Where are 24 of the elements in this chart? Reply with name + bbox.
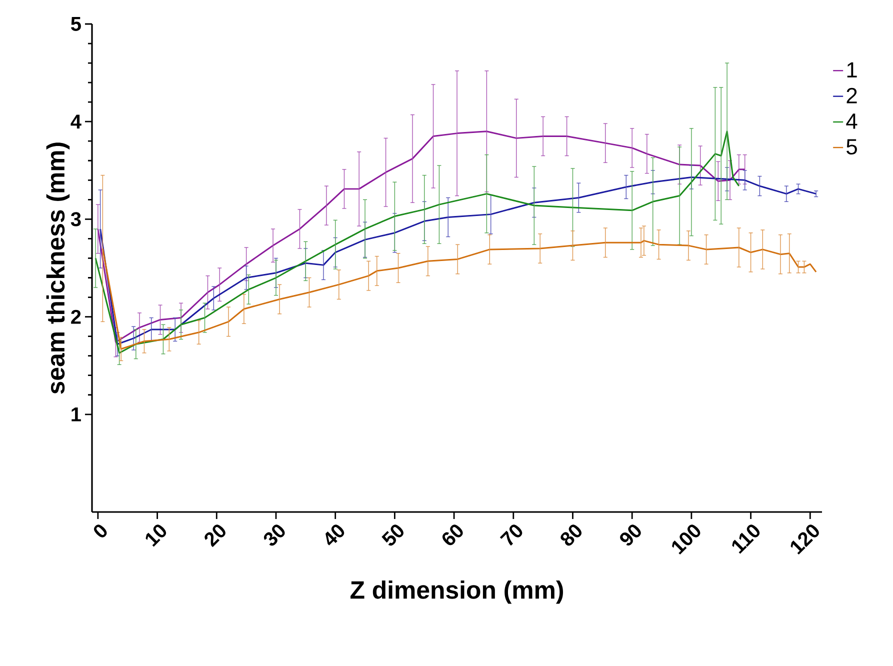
y-tick-label: 1 xyxy=(72,408,81,422)
x-tick-label: 50 xyxy=(382,524,404,546)
legend-label: 1 xyxy=(847,62,857,78)
legend-label: 5 xyxy=(846,139,857,155)
x-tick-label: 20 xyxy=(204,524,226,548)
x-tick-label: 100 xyxy=(672,524,700,555)
legend-label: 4 xyxy=(846,114,858,129)
x-tick-label: 30 xyxy=(264,524,285,546)
x-tick-label: 120 xyxy=(790,524,819,555)
x-tick-label: 0 xyxy=(94,524,107,538)
x-tick-label: 80 xyxy=(560,524,582,546)
y-axis-title: seam thickness (mm) xyxy=(46,142,70,394)
x-tick-label: 110 xyxy=(732,524,760,554)
x-axis-title: Z dimension (mm) xyxy=(350,580,563,604)
y-tick-label: 3 xyxy=(70,212,81,226)
x-tick-label: 10 xyxy=(146,524,166,547)
y-tick-label: 4 xyxy=(70,114,82,128)
x-tick-label: 60 xyxy=(442,524,463,546)
x-tick-label: 70 xyxy=(500,524,522,546)
legend-label: 2 xyxy=(846,88,857,104)
x-tick-label: 90 xyxy=(620,524,641,546)
y-tick-label: 2 xyxy=(71,310,81,324)
x-tick-label: 40 xyxy=(326,524,344,546)
y-tick-label: 5 xyxy=(71,17,81,31)
